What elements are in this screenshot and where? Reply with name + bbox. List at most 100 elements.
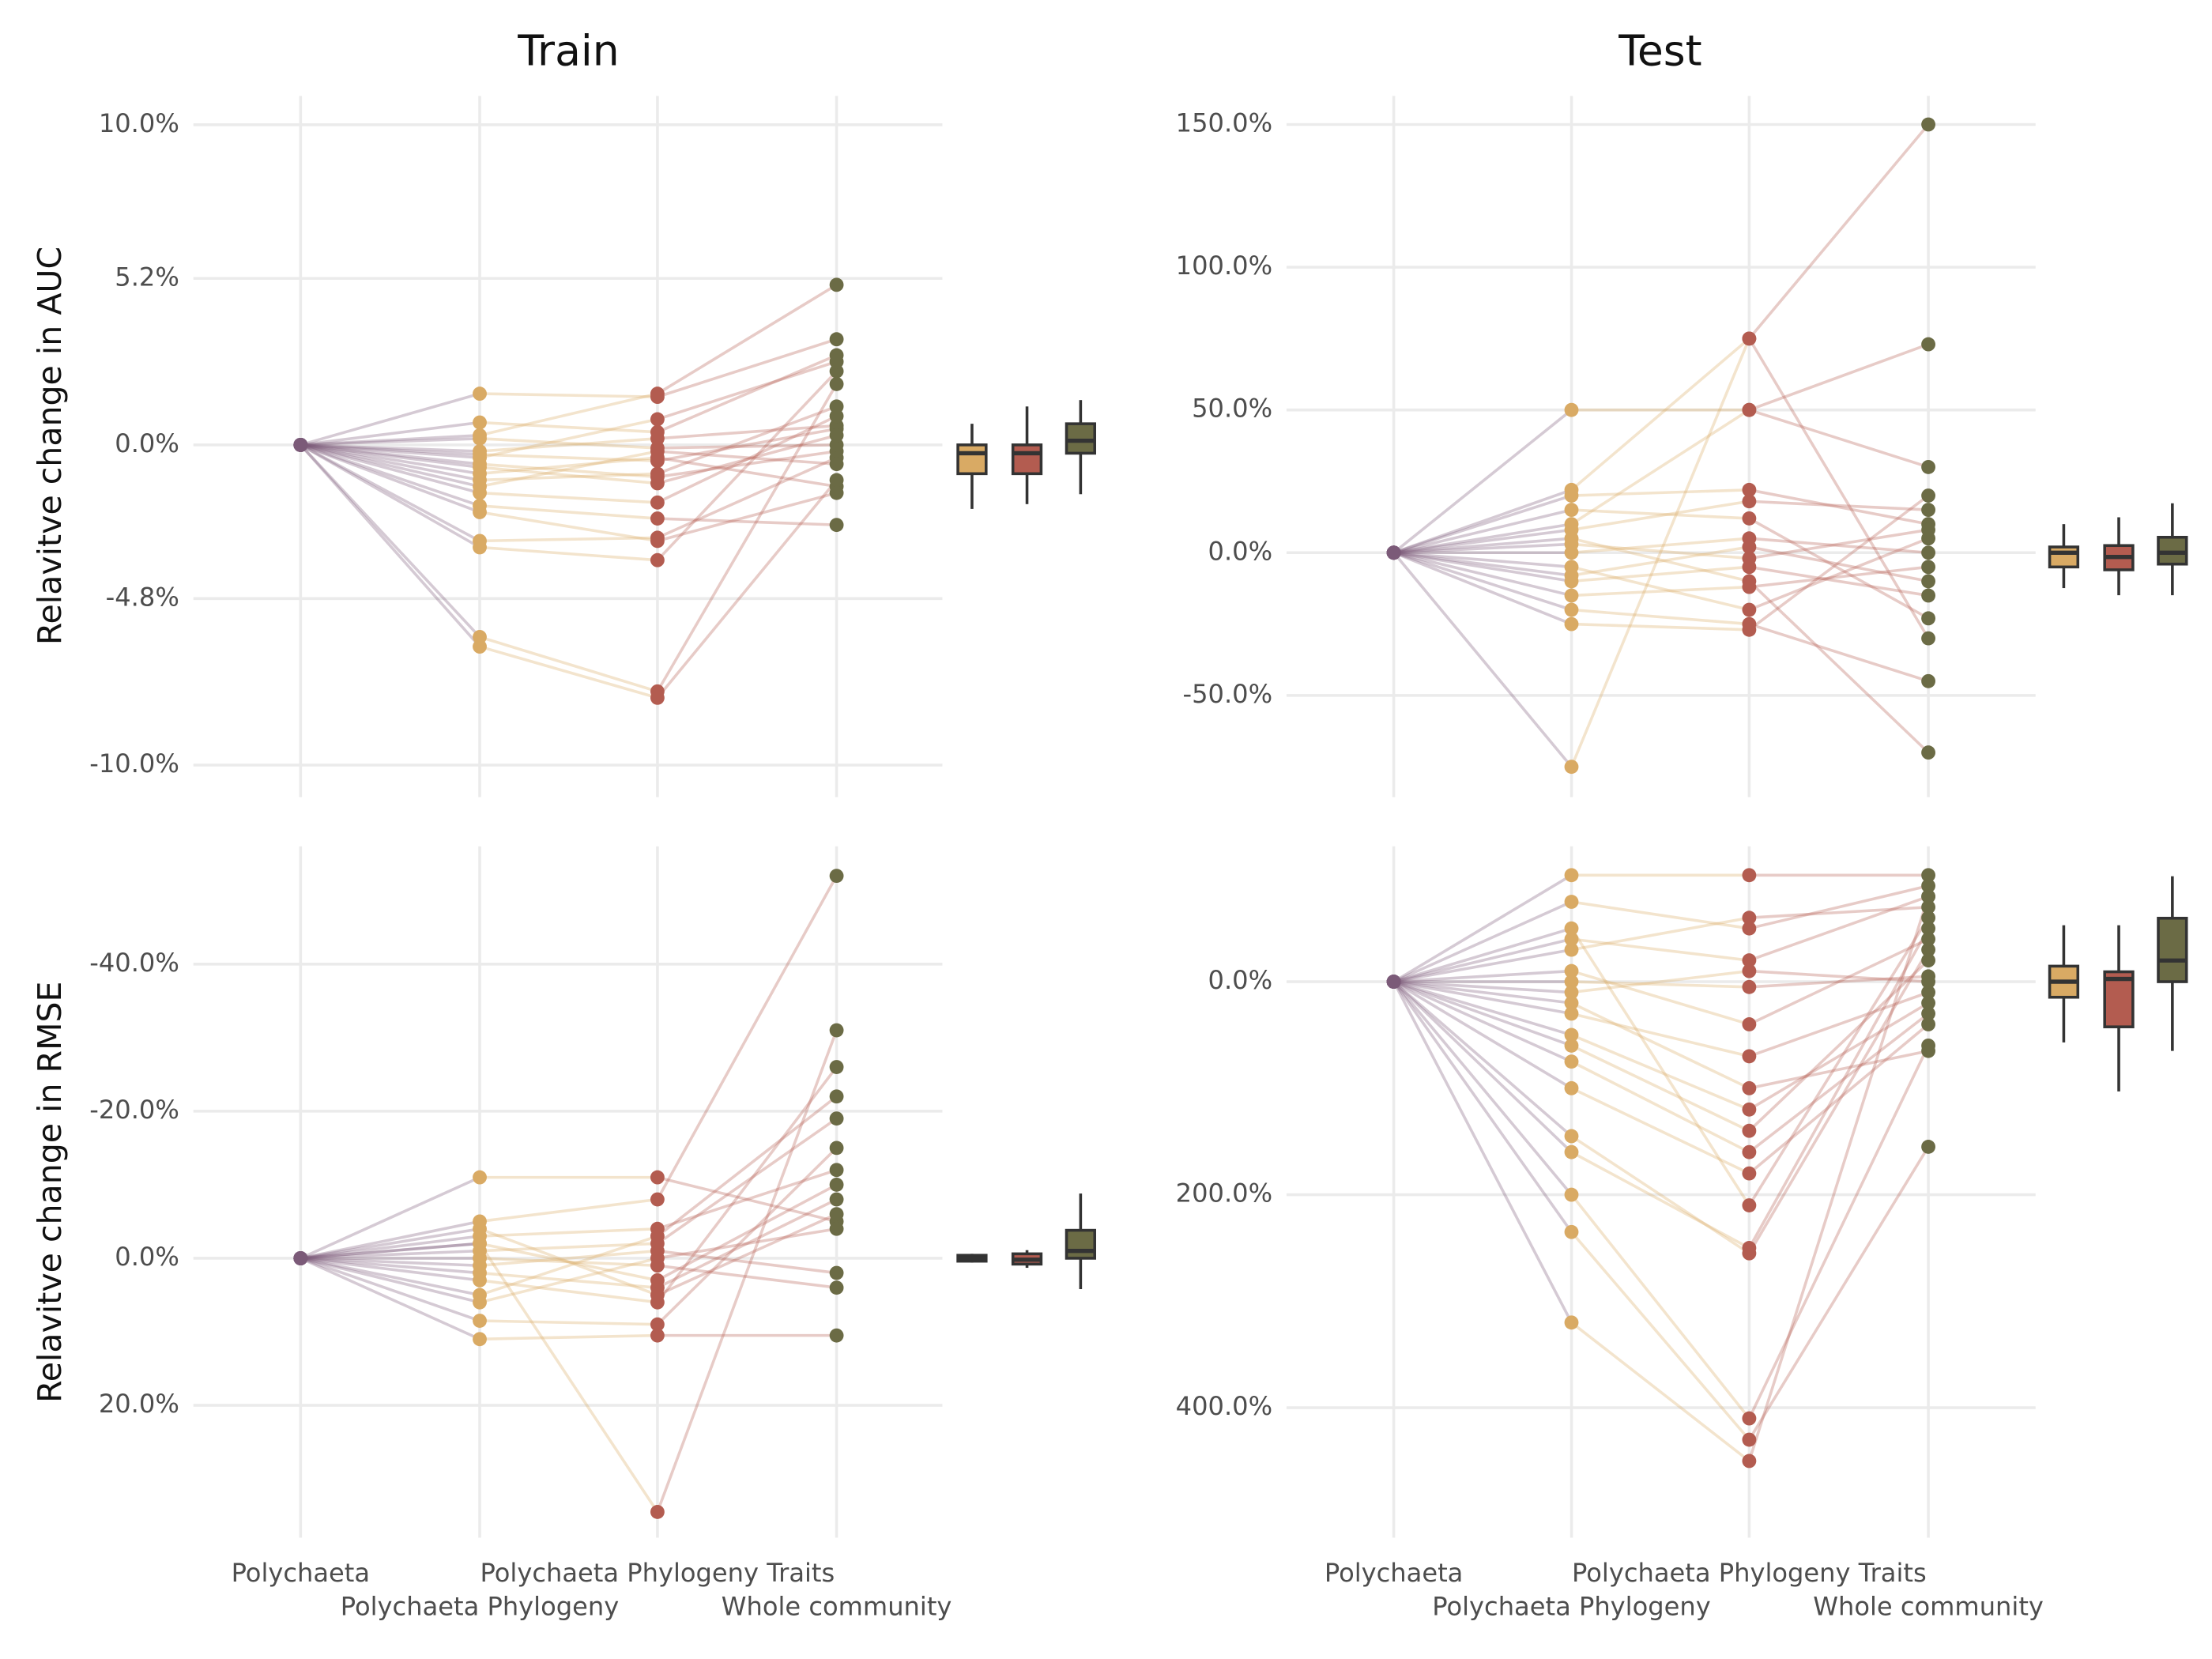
observation-segment — [1571, 1012, 1750, 1058]
observation-segment — [1393, 528, 1572, 555]
observation-point — [1921, 574, 1935, 589]
observation-segment — [1571, 537, 1750, 555]
observation-point — [1921, 1043, 1935, 1058]
observation-segment — [300, 1249, 480, 1260]
observation-segment — [657, 1212, 838, 1297]
observation-segment — [300, 443, 481, 639]
observation-segment — [1749, 905, 1929, 919]
observation-segment — [1392, 980, 1573, 1196]
observation-segment — [1748, 895, 1929, 962]
observation-segment — [1393, 551, 1572, 598]
observation-segment — [1570, 337, 1750, 492]
observation-segment — [1393, 537, 1572, 555]
observation-segment — [1393, 980, 1572, 994]
observation-segment — [1571, 545, 1750, 577]
observation-segment — [1749, 537, 1929, 555]
panel-title: Test — [1618, 25, 1701, 75]
observation-segment — [300, 443, 480, 456]
observation-point — [829, 1177, 844, 1192]
observation-segment — [1571, 565, 1750, 612]
observation-segment — [1392, 552, 1573, 768]
observation-point — [1921, 911, 1935, 926]
observation-point — [650, 1221, 665, 1236]
observation-point — [1564, 522, 1579, 537]
observation-segment — [1393, 980, 1573, 1047]
observation-segment — [1571, 542, 1750, 560]
observation-segment — [300, 443, 481, 648]
observation-point — [473, 540, 487, 555]
observation-segment — [1749, 545, 1929, 583]
observation-point — [650, 444, 665, 458]
observation-point — [1921, 975, 1935, 989]
observation-segment — [657, 424, 837, 440]
observation-segment — [1393, 980, 1573, 1037]
observation-point — [829, 518, 844, 533]
observation-point — [650, 1288, 665, 1303]
observation-segment — [300, 1257, 480, 1304]
observation-point — [1742, 911, 1757, 926]
y-axis-title: Relavitve change in RMSE — [31, 982, 69, 1403]
observation-point — [473, 460, 487, 475]
observation-segment — [1570, 1033, 1750, 1111]
observation-point — [829, 409, 844, 424]
observation-point — [473, 479, 487, 494]
box — [956, 443, 988, 476]
observation-segment — [657, 434, 838, 485]
observation-point — [1921, 337, 1935, 352]
observation-segment — [479, 635, 658, 693]
observation-segment — [1393, 488, 1573, 554]
observation-segment — [657, 1249, 837, 1275]
observation-point — [829, 1060, 844, 1074]
observation-point — [829, 332, 844, 347]
observation-point — [829, 1265, 844, 1280]
observation-segment — [657, 1264, 837, 1289]
observation-segment — [479, 1227, 658, 1238]
observation-segment — [1393, 969, 1572, 983]
observation-segment — [479, 536, 658, 543]
observation-segment — [1570, 1044, 1750, 1133]
observation-point — [650, 476, 665, 491]
observation-segment — [657, 1197, 838, 1289]
observation-point — [473, 1170, 487, 1185]
observation-segment — [479, 450, 658, 488]
observation-segment — [1393, 551, 1572, 577]
observation-point — [1921, 1017, 1935, 1031]
observation-segment — [656, 1095, 838, 1238]
observation-segment — [1749, 975, 1929, 989]
observation-segment — [1570, 1321, 1750, 1462]
observation-segment — [1393, 937, 1572, 983]
observation-segment — [1748, 580, 1930, 754]
observation-segment — [657, 337, 838, 398]
observation-point — [1921, 899, 1935, 914]
y-tick-label: 10.0% — [99, 108, 179, 138]
observation-segment — [479, 1197, 658, 1224]
box — [2048, 545, 2080, 569]
observation-point — [1921, 522, 1935, 537]
observation-point — [1742, 494, 1757, 509]
observation-point — [1921, 588, 1935, 603]
observation-segment — [657, 427, 837, 462]
observation-segment — [656, 383, 838, 692]
observation-point — [650, 1317, 665, 1332]
y-tick-label: 100.0% — [1176, 251, 1272, 281]
observation-segment — [1747, 1045, 1930, 1420]
observation-segment — [1570, 1087, 1750, 1175]
observation-segment — [479, 472, 658, 482]
observation-segment — [479, 462, 658, 479]
y-tick-label: 0.0% — [1208, 965, 1273, 995]
observation-segment — [1749, 565, 1929, 598]
observation-segment — [1393, 522, 1572, 555]
observation-segment — [1571, 916, 1750, 952]
observation-point — [650, 495, 665, 510]
observation-point — [1921, 560, 1935, 575]
observation-segment — [1570, 1134, 1750, 1255]
observation-segment — [1571, 980, 1750, 989]
observation-point — [829, 457, 844, 472]
observation-point — [829, 354, 844, 369]
observation-point — [1742, 551, 1757, 566]
observation-point — [829, 428, 844, 443]
observation-segment — [300, 1257, 480, 1282]
observation-segment — [1747, 917, 1930, 1206]
observation-point — [1564, 1129, 1579, 1144]
observation-segment — [1748, 123, 1930, 340]
